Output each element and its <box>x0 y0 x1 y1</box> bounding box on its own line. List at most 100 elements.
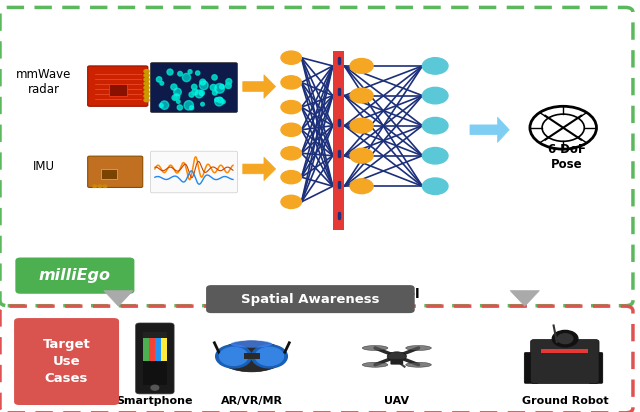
FancyBboxPatch shape <box>390 359 403 365</box>
Circle shape <box>350 179 373 194</box>
Circle shape <box>220 347 248 365</box>
Point <box>154 76 164 83</box>
Text: milliEgo: milliEgo <box>39 268 111 283</box>
Point <box>214 98 224 105</box>
FancyBboxPatch shape <box>101 169 117 179</box>
Point <box>173 98 184 105</box>
FancyBboxPatch shape <box>333 51 344 230</box>
Point <box>170 94 180 101</box>
Point <box>189 84 200 90</box>
Text: mmWave
radar: mmWave radar <box>16 68 71 96</box>
Circle shape <box>151 385 159 390</box>
Point <box>165 69 175 75</box>
Text: Target
Use
Cases: Target Use Cases <box>43 338 90 385</box>
Circle shape <box>93 185 97 187</box>
Point <box>156 102 166 109</box>
Circle shape <box>255 347 284 365</box>
Circle shape <box>281 51 301 64</box>
Point <box>198 82 209 89</box>
Ellipse shape <box>406 346 431 351</box>
Circle shape <box>144 90 149 94</box>
Circle shape <box>252 345 287 368</box>
Point <box>190 89 200 95</box>
Point <box>196 90 207 96</box>
FancyBboxPatch shape <box>149 338 155 360</box>
Circle shape <box>281 101 301 114</box>
Point <box>194 91 204 97</box>
Circle shape <box>350 88 373 103</box>
Circle shape <box>422 178 448 194</box>
Point <box>175 104 185 111</box>
Point <box>184 102 194 109</box>
Point <box>169 84 179 90</box>
Point <box>172 94 182 100</box>
Circle shape <box>281 147 301 160</box>
Point <box>186 105 196 111</box>
Circle shape <box>281 195 301 208</box>
Circle shape <box>281 76 301 89</box>
Point <box>215 97 225 103</box>
FancyBboxPatch shape <box>161 338 167 360</box>
Circle shape <box>350 148 373 163</box>
Text: Smartphone: Smartphone <box>116 396 193 406</box>
Ellipse shape <box>218 341 285 372</box>
Ellipse shape <box>387 352 406 361</box>
Text: DNN Model: DNN Model <box>336 288 419 301</box>
Ellipse shape <box>406 362 431 367</box>
Point <box>209 74 220 81</box>
FancyBboxPatch shape <box>88 156 143 187</box>
Text: Spatial Awareness: Spatial Awareness <box>241 293 380 306</box>
Point <box>159 102 170 108</box>
Ellipse shape <box>362 362 388 367</box>
FancyBboxPatch shape <box>150 63 237 112</box>
Circle shape <box>281 123 301 136</box>
FancyBboxPatch shape <box>109 84 127 96</box>
Circle shape <box>144 98 149 102</box>
Circle shape <box>103 185 107 187</box>
Point <box>218 98 228 105</box>
Circle shape <box>422 117 448 134</box>
Circle shape <box>422 147 448 164</box>
FancyBboxPatch shape <box>524 352 538 384</box>
FancyBboxPatch shape <box>244 353 260 359</box>
Point <box>197 101 207 108</box>
Circle shape <box>216 345 252 368</box>
FancyBboxPatch shape <box>150 151 237 193</box>
Circle shape <box>281 171 301 184</box>
Circle shape <box>144 86 149 89</box>
Circle shape <box>422 58 448 74</box>
FancyBboxPatch shape <box>143 338 149 360</box>
Point <box>208 84 218 91</box>
Point <box>198 79 208 85</box>
FancyBboxPatch shape <box>541 349 588 353</box>
FancyBboxPatch shape <box>206 285 415 313</box>
Circle shape <box>98 185 102 187</box>
FancyBboxPatch shape <box>589 352 603 384</box>
Circle shape <box>144 78 149 81</box>
Circle shape <box>422 87 448 104</box>
Circle shape <box>144 94 149 98</box>
FancyBboxPatch shape <box>143 332 167 385</box>
Point <box>157 80 167 87</box>
Point <box>175 70 185 77</box>
Point <box>185 68 195 75</box>
Text: AR/VR/MR: AR/VR/MR <box>221 396 282 406</box>
FancyBboxPatch shape <box>15 258 134 294</box>
FancyBboxPatch shape <box>14 318 119 405</box>
Point <box>214 85 225 92</box>
Text: 6-DoF
Pose: 6-DoF Pose <box>547 143 586 171</box>
Circle shape <box>144 70 149 73</box>
FancyBboxPatch shape <box>531 339 599 384</box>
Circle shape <box>144 74 149 77</box>
Circle shape <box>350 59 373 73</box>
Point <box>223 82 234 89</box>
Point <box>172 89 182 95</box>
Circle shape <box>552 330 578 347</box>
Point <box>211 96 221 103</box>
Point <box>217 84 227 90</box>
Text: IMU: IMU <box>33 160 54 173</box>
Circle shape <box>557 334 573 344</box>
FancyBboxPatch shape <box>136 323 174 394</box>
Text: Ground Robot: Ground Robot <box>522 396 609 406</box>
Ellipse shape <box>362 346 388 351</box>
